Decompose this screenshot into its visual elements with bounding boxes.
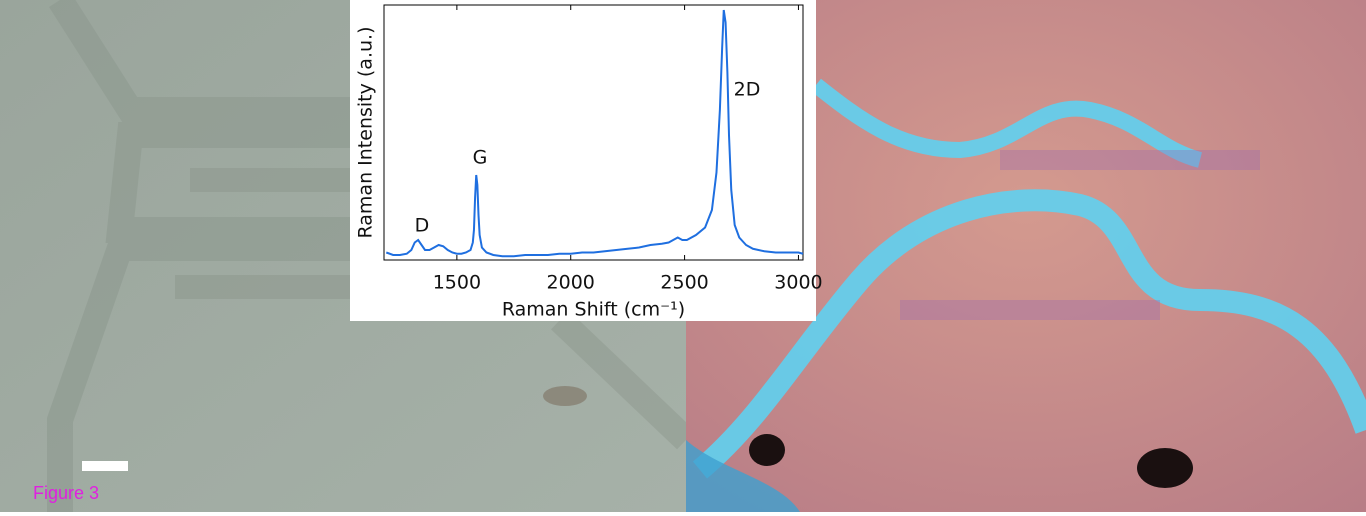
x-tick-label: 1500 bbox=[433, 272, 481, 294]
x-axis-label: Raman Shift (cm⁻¹) bbox=[502, 299, 685, 321]
x-tick-label: 3000 bbox=[774, 272, 822, 294]
peak-label: G bbox=[473, 147, 488, 169]
x-tick-label: 2500 bbox=[660, 272, 708, 294]
peak-label: 2D bbox=[734, 79, 761, 101]
x-tick-label: 2000 bbox=[547, 272, 595, 294]
y-axis-label: Raman Intensity (a.u.) bbox=[355, 27, 377, 239]
caption: Figure 3 bbox=[33, 483, 99, 503]
peak-label: D bbox=[415, 215, 430, 237]
figure: Figure 3 1500 2000 2500 3000 Raman Shift (cm… bbox=[0, 0, 1366, 512]
